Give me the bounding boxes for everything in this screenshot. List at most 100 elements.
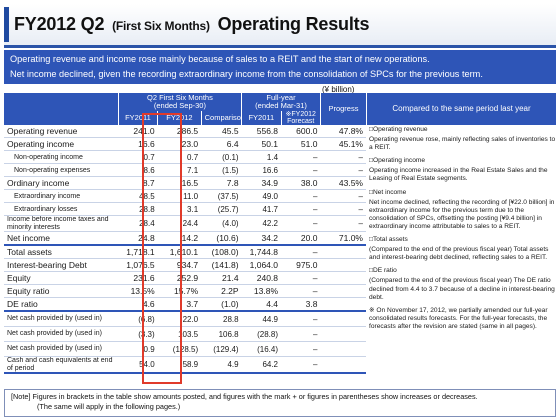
header-fy2012-q2: FY2012 bbox=[157, 111, 202, 125]
cell-full-fy2011: 16.6 bbox=[241, 163, 282, 177]
cell-comparison: 2.2P bbox=[201, 284, 242, 298]
cell-comparison: (0.1) bbox=[201, 150, 242, 164]
cell-fy2012: 0.7 bbox=[157, 150, 202, 164]
cell-comparison: (10.6) bbox=[201, 231, 242, 246]
cell-full-fy2011: 1,744.8 bbox=[241, 245, 282, 259]
table-row: Non-operating expenses 8.6 7.1 (1.5) 16.… bbox=[4, 163, 366, 177]
cell-progress: 45.1% bbox=[320, 137, 366, 151]
results-table: Q2 First Six Months (ended Sep-30) Full-… bbox=[4, 93, 366, 374]
cell-fy2012: 24.4 bbox=[157, 215, 202, 232]
cell-comparison: 7.8 bbox=[201, 176, 242, 190]
cell-comparison: 21.4 bbox=[201, 271, 242, 285]
cell-fy2012: 14.2 bbox=[157, 231, 202, 246]
cell-fy2012: 7.1 bbox=[157, 163, 202, 177]
cell-fy2011: 241.0 bbox=[118, 125, 158, 138]
cell-forecast: – bbox=[281, 202, 321, 216]
header-fy-group-text: Full-year (ended Mar-31) bbox=[255, 93, 307, 110]
net-income-heading: □Net income bbox=[369, 188, 407, 196]
row-label: Net cash provided by (used in) bbox=[4, 311, 119, 327]
cell-comparison: 28.8 bbox=[201, 311, 242, 327]
cell-fy2012: 934.7 bbox=[157, 258, 202, 272]
title-period: (First Six Months) bbox=[112, 19, 210, 33]
op-revenue-text: Operating revenue rose, mainly reflectin… bbox=[369, 136, 556, 152]
cell-full-fy2011: 50.1 bbox=[241, 137, 282, 151]
summary-line-1: Operating revenue and income rose mainly… bbox=[10, 54, 430, 64]
cell-comparison: (4.0) bbox=[201, 215, 242, 232]
cell-full-fy2011: 42.2 bbox=[241, 215, 282, 232]
row-label: Net cash provided by (used in) bbox=[4, 341, 119, 357]
row-label: Net income bbox=[4, 231, 119, 246]
cell-full-fy2011: 34.2 bbox=[241, 231, 282, 246]
cell-comparison: 106.8 bbox=[201, 326, 242, 342]
cell-full-fy2011: 1.4 bbox=[241, 150, 282, 164]
cell-full-fy2011: 4.4 bbox=[241, 297, 282, 312]
cell-fy2011: 8.6 bbox=[118, 163, 158, 177]
table-row: Income before income taxes and minority … bbox=[4, 215, 366, 232]
cell-progress bbox=[320, 245, 366, 259]
cell-fy2011: 16.6 bbox=[118, 137, 158, 151]
row-label: Extraordinary income bbox=[4, 189, 119, 203]
cell-progress: – bbox=[320, 202, 366, 216]
cell-forecast: – bbox=[281, 356, 321, 374]
header-forecast: ※FY2012 Forecast bbox=[280, 111, 321, 125]
cell-progress bbox=[320, 326, 366, 342]
cell-comparison: (25.7) bbox=[201, 202, 242, 216]
cell-full-fy2011: 49.0 bbox=[241, 189, 282, 203]
cell-comparison: (37.5) bbox=[201, 189, 242, 203]
cell-comparison: (141.8) bbox=[201, 258, 242, 272]
cell-fy2012: 58.9 bbox=[157, 356, 202, 374]
row-label-text: Net cash provided by (used in) bbox=[7, 345, 102, 353]
row-label: Operating income bbox=[4, 137, 119, 151]
cell-fy2011: (6.8) bbox=[118, 311, 158, 327]
table-row: Operating income 16.6 23.0 6.4 50.1 51.0… bbox=[4, 137, 366, 151]
cell-forecast: 38.0 bbox=[281, 176, 321, 190]
cell-fy2011: 1,076.5 bbox=[118, 258, 158, 272]
footnote-line-1: [Note] Figures in brackets in the table … bbox=[11, 392, 478, 401]
cell-fy2011: 28.4 bbox=[118, 215, 158, 232]
row-label-text: Income before income taxes and minority … bbox=[7, 216, 109, 231]
header-q2-group-text: Q2 First Six Months (ended Sep-30) bbox=[146, 93, 213, 110]
row-label-text: Net cash provided by (used in) bbox=[7, 330, 102, 338]
row-label: Non-operating expenses bbox=[4, 163, 119, 177]
cell-forecast: – bbox=[281, 245, 321, 259]
table-row: Cash and cash equivalents at end of peri… bbox=[4, 356, 366, 374]
cell-fy2011: 24.8 bbox=[118, 231, 158, 246]
cell-comparison: (1.0) bbox=[201, 297, 242, 312]
table-row: Net cash provided by (used in) (6.8) 22.… bbox=[4, 311, 366, 327]
footnote: [Note] Figures in brackets in the table … bbox=[4, 389, 556, 417]
cell-forecast: – bbox=[281, 341, 321, 357]
header-fy2011-full: FY2011 bbox=[241, 111, 282, 125]
cell-forecast: – bbox=[281, 163, 321, 177]
cell-full-fy2011: 34.9 bbox=[241, 176, 282, 190]
total-assets-heading: □Total assets bbox=[369, 236, 408, 244]
header-blank-2 bbox=[4, 111, 119, 125]
cell-progress: – bbox=[320, 189, 366, 203]
row-label: DE ratio bbox=[4, 297, 119, 312]
row-label: Interest-bearing Debt bbox=[4, 258, 119, 272]
comparison-notes: □Operating revenue Operating revenue ros… bbox=[367, 126, 556, 374]
cell-fy2012: 286.5 bbox=[157, 125, 202, 138]
unit-note: (¥ billion) bbox=[322, 85, 355, 94]
cell-forecast: – bbox=[281, 311, 321, 327]
cell-progress bbox=[320, 271, 366, 285]
cell-progress bbox=[320, 258, 366, 272]
cell-progress bbox=[320, 284, 366, 298]
cell-fy2012: 16.5 bbox=[157, 176, 202, 190]
cell-fy2011: 8.7 bbox=[118, 176, 158, 190]
header-forecast-text: ※FY2012 Forecast bbox=[285, 111, 316, 125]
cell-forecast: – bbox=[281, 150, 321, 164]
cell-comparison: (108.0) bbox=[201, 245, 242, 259]
cell-forecast: – bbox=[281, 215, 321, 232]
cell-forecast: – bbox=[281, 284, 321, 298]
cell-fy2012: 15.7% bbox=[157, 284, 202, 298]
table-row: Extraordinary income 48.5 11.0 (37.5) 49… bbox=[4, 189, 366, 203]
row-label: Total assets bbox=[4, 245, 119, 259]
cell-forecast: – bbox=[281, 189, 321, 203]
cell-forecast: – bbox=[281, 271, 321, 285]
table-row: Total assets 1,718.1 1,610.1 (108.0) 1,7… bbox=[4, 245, 366, 259]
cell-progress bbox=[320, 297, 366, 312]
cell-full-fy2011: (16.4) bbox=[241, 341, 282, 357]
table-row: Extraordinary losses 28.8 3.1 (25.7) 41.… bbox=[4, 202, 366, 216]
cell-fy2012: 22.0 bbox=[157, 311, 202, 327]
cell-fy2011: 13.5% bbox=[118, 284, 158, 298]
